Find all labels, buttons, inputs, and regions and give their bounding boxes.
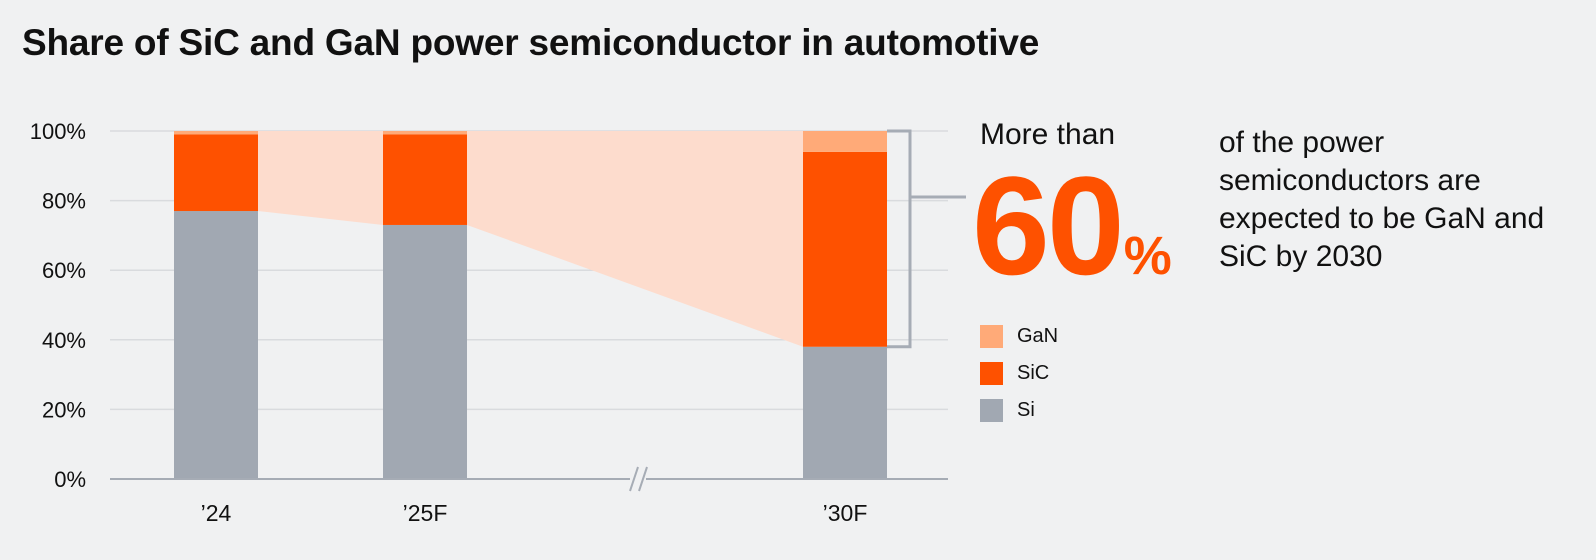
axis-break-mark — [629, 466, 639, 492]
legend: GaN SiC Si — [980, 318, 1058, 429]
bar-sic-segment — [803, 151, 887, 347]
bar-si-segment — [803, 346, 887, 479]
bar-si-segment — [383, 224, 467, 479]
bar-gan-segment — [383, 131, 467, 135]
legend-label: Si — [1017, 399, 1035, 421]
bar-sic-segment — [383, 134, 467, 225]
x-tick-label: ’30F — [823, 500, 868, 526]
callout-lead: More than — [980, 118, 1116, 151]
legend-label: SiC — [1017, 362, 1050, 384]
y-tick-label: 40% — [42, 328, 86, 353]
legend-swatch — [980, 325, 1003, 348]
x-tick-label: ’24 — [201, 500, 232, 526]
callout-number: 60 — [972, 147, 1125, 304]
legend-item-sic: SiC — [980, 355, 1058, 392]
y-tick-label: 20% — [42, 397, 86, 422]
legend-swatch — [980, 362, 1003, 385]
callout-text: of the power semiconductors are expected… — [1219, 126, 1545, 273]
legend-swatch — [980, 399, 1003, 422]
y-tick-label: 80% — [42, 189, 86, 214]
bar-gan-segment — [803, 131, 887, 152]
bar-sic-segment — [174, 134, 258, 212]
legend-item-gan: GaN — [980, 318, 1058, 355]
share-band — [258, 131, 803, 347]
callout-unit: % — [1123, 226, 1172, 286]
y-tick-label: 0% — [54, 467, 86, 492]
bar-si-segment — [174, 211, 258, 480]
y-tick-label: 100% — [30, 119, 86, 144]
axis-break-mark — [638, 466, 648, 492]
y-tick-label: 60% — [42, 258, 86, 283]
chart-title: Share of SiC and GaN power semiconductor… — [22, 22, 1040, 63]
bar-gan-segment — [174, 131, 258, 135]
legend-item-si: Si — [980, 392, 1058, 429]
x-tick-label: ’25F — [403, 500, 448, 526]
callout-figure: 60% — [972, 156, 1172, 296]
callout-bracket — [887, 129, 912, 349]
legend-label: GaN — [1017, 325, 1059, 347]
